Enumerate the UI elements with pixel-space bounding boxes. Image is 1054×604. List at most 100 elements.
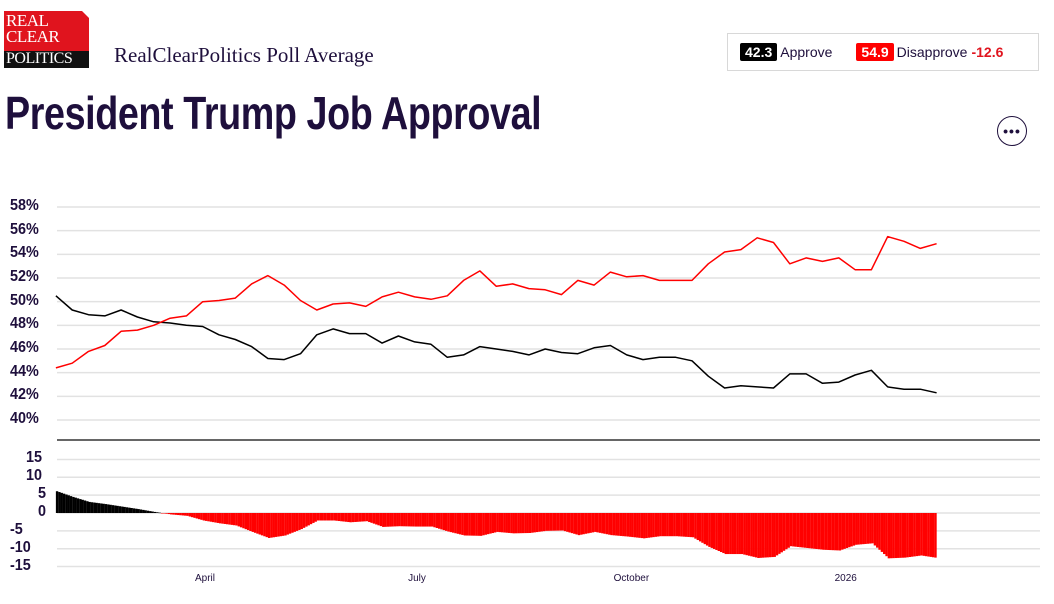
spread-bar xyxy=(533,513,536,533)
spread-bar xyxy=(144,510,147,513)
spread-bar xyxy=(738,513,741,555)
spread-bar xyxy=(780,513,783,553)
spread-bar xyxy=(228,513,231,525)
spread-bar xyxy=(910,513,914,557)
y-tick-label: 40% xyxy=(10,410,39,427)
spread-bar xyxy=(232,513,236,526)
spread-bar xyxy=(216,513,220,523)
spread-bar xyxy=(687,513,690,537)
spread-bar xyxy=(759,513,762,558)
disapprove-label: Disapprove xyxy=(896,44,968,60)
spread-bar xyxy=(412,513,415,527)
spread-bar xyxy=(715,513,718,550)
spread-bar xyxy=(438,513,441,529)
spread-bar xyxy=(137,509,140,513)
spread-bar xyxy=(808,513,811,549)
spread-bar xyxy=(486,513,490,535)
spread-bar xyxy=(323,513,327,521)
spread-bar xyxy=(62,493,66,513)
spread-bar xyxy=(256,513,259,534)
spread-bar xyxy=(100,503,103,513)
spread-bar xyxy=(184,513,187,516)
spread-bar xyxy=(251,513,254,532)
spread-bar xyxy=(726,513,730,555)
spread-bar xyxy=(151,511,154,513)
spread-bar xyxy=(866,513,870,544)
spread-bar xyxy=(363,513,366,522)
approve-value-badge: 42.3 xyxy=(740,43,778,61)
spread-bar xyxy=(792,513,795,547)
spread-bar xyxy=(419,513,422,527)
y-tick-label: -5 xyxy=(10,520,23,538)
spread-bar xyxy=(391,513,394,527)
spread-bar xyxy=(135,508,138,513)
spread-bar xyxy=(691,513,695,538)
spread-bar xyxy=(573,513,576,534)
spread-bar xyxy=(638,513,641,538)
spread-bar xyxy=(521,513,525,534)
spread-bar xyxy=(354,513,357,522)
spread-bar xyxy=(125,507,129,513)
y-tick-label: 54% xyxy=(10,244,39,262)
spread-bar xyxy=(344,513,348,522)
spread-bar xyxy=(507,513,511,533)
spread-bar xyxy=(824,513,828,550)
spread-bar xyxy=(267,513,271,538)
spread-bar xyxy=(69,496,73,513)
spread-bar xyxy=(123,506,126,513)
spread-bar xyxy=(393,513,397,527)
spread-bar xyxy=(894,513,898,559)
spread-bar xyxy=(855,513,858,545)
spread-bar xyxy=(598,513,602,533)
spread-bar xyxy=(857,513,860,545)
spread-bar xyxy=(782,513,786,551)
spread-bar xyxy=(510,513,513,534)
spread-bar xyxy=(121,506,124,513)
spread-bar xyxy=(414,513,418,527)
spread-bar xyxy=(771,513,774,558)
spread-bar xyxy=(398,513,401,527)
spread-bar xyxy=(750,513,753,557)
spread-bar xyxy=(799,513,802,548)
spread-bar xyxy=(202,513,206,521)
spread-bar xyxy=(778,513,781,554)
spread-bar xyxy=(396,513,399,527)
spread-bar xyxy=(181,513,185,516)
spread-bar xyxy=(677,513,681,537)
spread-bar xyxy=(132,508,136,513)
spread-bar xyxy=(531,513,534,533)
spread-bar xyxy=(449,513,453,533)
spread-bar xyxy=(270,513,273,538)
spread-bar xyxy=(542,513,546,532)
spread-bar xyxy=(612,513,616,536)
spread-bar xyxy=(601,513,604,534)
spread-bar xyxy=(111,505,115,513)
spread-bar xyxy=(591,513,595,533)
spread-bar xyxy=(496,513,499,532)
spread-bar xyxy=(316,513,320,521)
logo-line: CLEAR xyxy=(6,27,60,46)
spread-bar xyxy=(694,513,697,539)
spread-bar xyxy=(461,513,464,535)
spread-bar xyxy=(757,513,760,558)
spread-bar xyxy=(570,513,574,534)
more-options-button[interactable]: ••• xyxy=(997,116,1027,146)
spread-bar xyxy=(479,513,483,536)
spread-bar xyxy=(431,513,434,527)
spread-bar xyxy=(305,513,308,527)
spread-bar xyxy=(67,495,70,513)
spread-bar xyxy=(927,513,930,557)
spread-bar xyxy=(740,513,744,555)
spread-bar xyxy=(356,513,359,522)
x-tick-label: 2026 xyxy=(834,573,857,584)
spread-bar xyxy=(400,513,404,527)
spread-bar xyxy=(934,513,937,558)
spread-bar xyxy=(165,513,168,514)
spread-bar xyxy=(76,498,80,513)
spread-bar xyxy=(813,513,816,549)
y-tick-label: 52% xyxy=(10,268,39,285)
spread-bar xyxy=(841,513,844,550)
spread-bar xyxy=(337,513,341,522)
spread-bar xyxy=(668,513,672,537)
spread-bar xyxy=(472,513,476,536)
